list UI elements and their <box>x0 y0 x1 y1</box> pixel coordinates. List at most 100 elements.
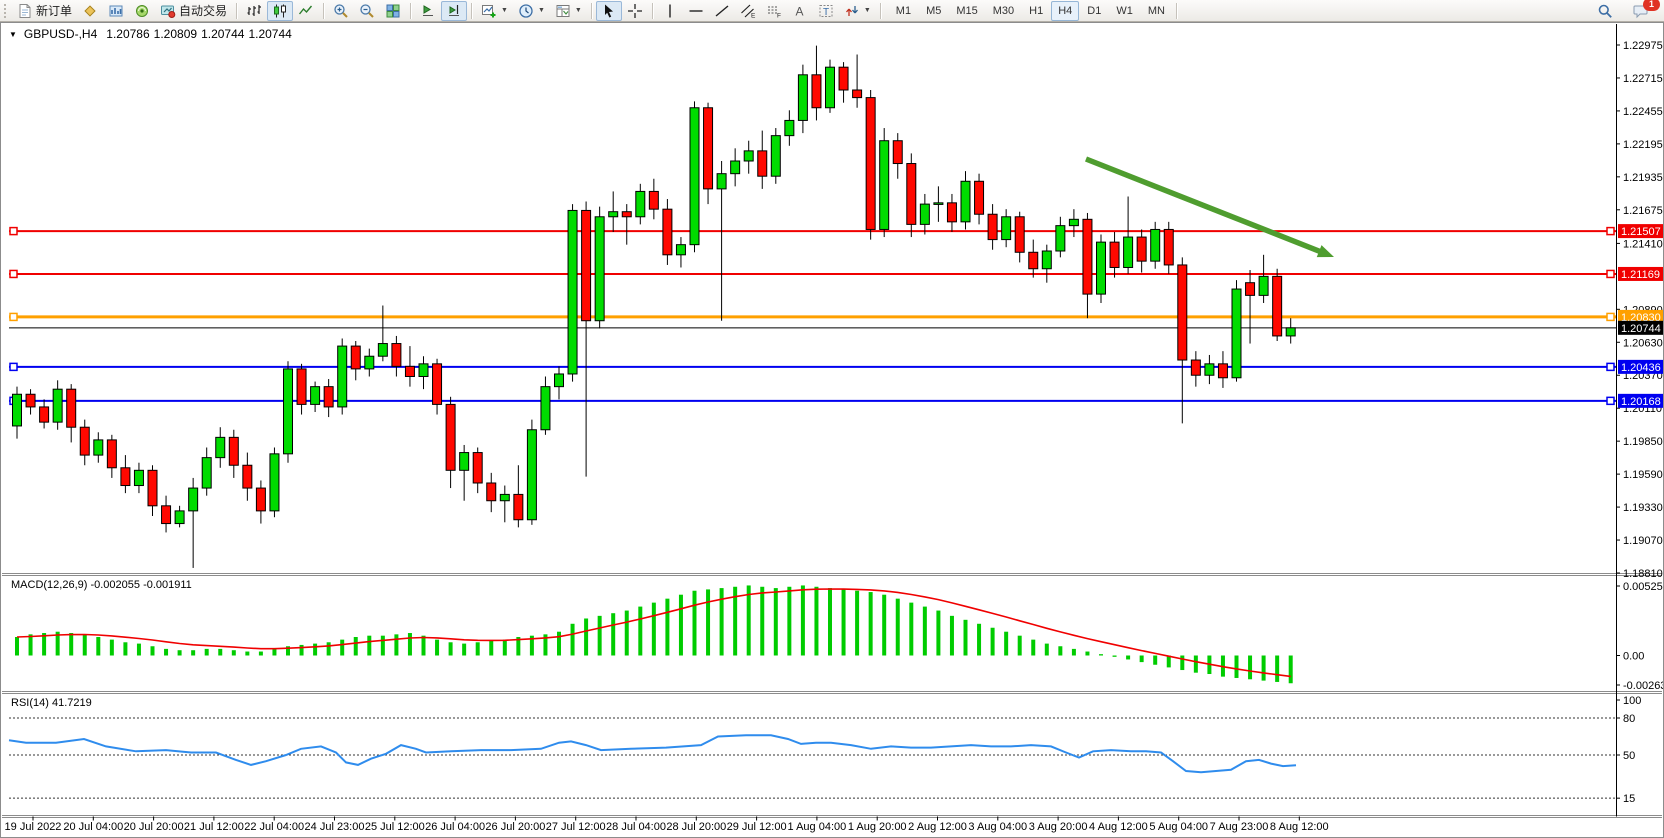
horizontal-line-button[interactable] <box>683 1 709 21</box>
auto-trading-icon <box>161 5 176 18</box>
bar-chart-button[interactable] <box>241 1 267 21</box>
svg-text:28 Jul 20:00: 28 Jul 20:00 <box>666 821 726 833</box>
svg-text:1.21410: 1.21410 <box>1623 238 1663 250</box>
toolbar-separator <box>471 2 473 19</box>
chevron-down-icon: ▼ <box>537 7 545 14</box>
template-icon <box>556 4 570 17</box>
candlestick-chart-icon <box>274 4 287 17</box>
tab-timeframe-m15[interactable]: M15 <box>956 4 978 17</box>
periods-button[interactable]: ▼ <box>513 1 550 21</box>
svg-text:1.21675: 1.21675 <box>1623 205 1663 217</box>
svg-text:F: F <box>777 12 781 19</box>
line-chart-button[interactable] <box>293 1 319 21</box>
svg-text:50: 50 <box>1623 750 1635 762</box>
templates-button[interactable]: ▼ <box>550 1 587 21</box>
zoom-out-icon <box>360 3 374 18</box>
tab-timeframe-m5[interactable]: M5 <box>926 4 942 17</box>
trendline-button[interactable] <box>709 1 735 21</box>
svg-text:19 Jul 2022: 19 Jul 2022 <box>5 821 62 833</box>
svg-text:80: 80 <box>1623 713 1635 725</box>
svg-text:1.22195: 1.22195 <box>1623 139 1663 151</box>
svg-text:21 Jul 12:00: 21 Jul 12:00 <box>184 821 244 833</box>
arrows-button[interactable]: ▼ <box>839 1 876 21</box>
svg-text:25 Jul 12:00: 25 Jul 12:00 <box>365 821 425 833</box>
toolbar-separator <box>1175 2 1177 19</box>
auto-scroll-button[interactable] <box>415 1 441 21</box>
chart-shift-icon <box>449 4 460 16</box>
svg-text:1.19330: 1.19330 <box>1623 502 1663 514</box>
tab-timeframe-h1[interactable]: H1 <box>1029 4 1044 17</box>
chart-shift-button[interactable] <box>441 0 468 21</box>
svg-text:5 Aug 04:00: 5 Aug 04:00 <box>1149 821 1208 833</box>
svg-text:100: 100 <box>1623 695 1641 707</box>
svg-text:22 Jul 04:00: 22 Jul 04:00 <box>244 821 304 833</box>
svg-text:1.20744: 1.20744 <box>1621 323 1661 335</box>
indicators-button[interactable]: ▼ <box>476 1 513 21</box>
toolbar-grip <box>4 3 9 18</box>
chart-menu-button[interactable]: ▼ <box>9 29 17 39</box>
crosshair-button[interactable] <box>622 1 648 21</box>
tile-windows-button[interactable] <box>380 1 406 21</box>
svg-text:1.21169: 1.21169 <box>1621 269 1660 281</box>
svg-text:4 Aug 12:00: 4 Aug 12:00 <box>1089 821 1148 833</box>
toolbar-separator <box>879 2 881 19</box>
svg-text:A: A <box>795 4 803 18</box>
svg-text:26 Jul 20:00: 26 Jul 20:00 <box>485 821 545 833</box>
diamond-icon <box>84 4 96 17</box>
svg-text:15: 15 <box>1623 793 1635 805</box>
signals-button[interactable] <box>129 1 155 21</box>
text-icon: A <box>795 4 803 18</box>
svg-text:3 Aug 04:00: 3 Aug 04:00 <box>968 821 1027 833</box>
tab-timeframe-d1[interactable]: D1 <box>1087 4 1102 17</box>
svg-text:1.18810: 1.18810 <box>1623 568 1663 580</box>
tab-timeframe-w1[interactable]: W1 <box>1116 4 1133 17</box>
svg-text:2 Aug 12:00: 2 Aug 12:00 <box>908 821 967 833</box>
chart-window: ▼ GBPUSD-,H4 1.20786 1.20809 1.20744 1.2… <box>0 22 1664 838</box>
zoom-out-button[interactable] <box>354 1 380 21</box>
label-icon: T <box>819 4 833 18</box>
svg-text:1.21507: 1.21507 <box>1621 226 1661 238</box>
zoom-in-button[interactable] <box>328 1 354 21</box>
clock-icon <box>519 3 533 18</box>
chart-canvas[interactable]: 1.22975 1.22715 1.22455 1.22195 1.21935 1.216… <box>1 23 1663 837</box>
svg-text:1.22455: 1.22455 <box>1623 106 1663 118</box>
bar-chart-icon <box>247 4 262 16</box>
auto-trading-label: 自动交易 <box>179 4 228 18</box>
tab-timeframe-mn[interactable]: MN <box>1147 4 1165 17</box>
rsi-indicator-label: RSI(14) 41.7219 <box>11 697 92 709</box>
cursor-button[interactable] <box>595 0 622 21</box>
notification-badge: 1 <box>1643 0 1660 11</box>
fibonacci-button[interactable]: F <box>761 1 787 21</box>
tab-timeframe-h4[interactable]: H4 <box>1051 0 1080 21</box>
tab-timeframe-m30[interactable]: M30 <box>992 4 1015 17</box>
svg-text:E: E <box>751 12 756 19</box>
tile-windows-icon <box>386 4 400 17</box>
search-button[interactable] <box>1592 1 1618 21</box>
chart-open-value: 1.20786 <box>106 27 150 41</box>
fibonacci-icon: F <box>767 6 781 19</box>
svg-text:3 Aug 20:00: 3 Aug 20:00 <box>1029 821 1088 833</box>
text-label-button[interactable]: T <box>813 1 839 21</box>
svg-text:1.19590: 1.19590 <box>1623 469 1663 481</box>
trendline-icon <box>715 4 729 17</box>
line-chart-icon <box>298 5 313 14</box>
equidistant-channel-button[interactable]: E <box>735 1 761 21</box>
auto-trading-button[interactable]: 自动交易 <box>155 1 232 21</box>
svg-text:24 Jul 23:00: 24 Jul 23:00 <box>305 821 365 833</box>
vertical-line-button[interactable] <box>657 1 683 21</box>
new-order-button[interactable]: 新订单 <box>12 1 77 21</box>
svg-text:1.20436: 1.20436 <box>1621 362 1661 374</box>
chart-title-bar: ▼ GBPUSD-,H4 1.20786 1.20809 1.20744 1.2… <box>9 27 292 41</box>
vertical-line-icon <box>669 4 671 17</box>
text-button[interactable]: A <box>787 1 813 21</box>
main-toolbar: 新订单 自动交易 <box>0 0 1664 22</box>
svg-text:1.22715: 1.22715 <box>1623 73 1663 85</box>
svg-text:1 Aug 04:00: 1 Aug 04:00 <box>788 821 847 833</box>
tab-timeframe-m1[interactable]: M1 <box>895 4 912 17</box>
candlestick-chart-button[interactable] <box>267 0 294 21</box>
svg-text:-0.002636: -0.002636 <box>1623 680 1663 692</box>
svg-text:1.20168: 1.20168 <box>1621 396 1661 408</box>
chart-profile-button[interactable] <box>77 1 103 21</box>
market-watch-button[interactable] <box>103 1 129 21</box>
notifications-button[interactable]: 1 <box>1628 0 1660 21</box>
